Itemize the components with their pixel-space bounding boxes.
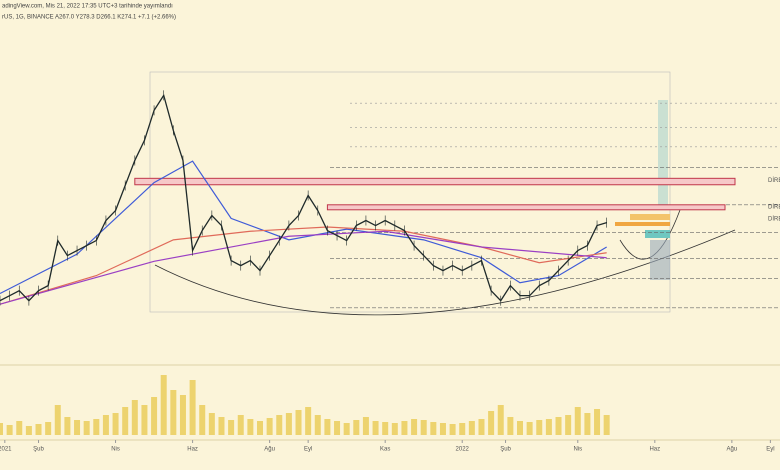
x-tick-label: Nis xyxy=(573,447,582,453)
resistance-zone xyxy=(326,204,726,211)
volume-bar xyxy=(102,415,109,435)
volume-bar xyxy=(439,423,446,435)
volume-bar xyxy=(324,419,331,435)
volume-bar xyxy=(334,421,341,435)
volume-bar xyxy=(488,411,495,435)
volume-bar xyxy=(507,417,514,435)
x-tick-label: Eyl xyxy=(304,447,312,453)
zone-label: DİRE xyxy=(768,203,780,210)
volume-bar xyxy=(25,426,32,435)
volume-bar xyxy=(295,410,302,435)
volume-bar xyxy=(208,413,215,435)
volume-bar xyxy=(93,419,100,435)
header-line1: adingView.com, Mis 21, 2022 17:35 UTC+3 … xyxy=(2,4,173,10)
volume-bar xyxy=(555,417,562,435)
volume-bar xyxy=(74,420,81,435)
volume-bar xyxy=(372,421,379,435)
x-tick-label: Haz xyxy=(649,447,660,453)
volume-bar xyxy=(45,422,52,435)
volume-bar xyxy=(276,415,283,435)
x-tick-label: Haz xyxy=(187,447,198,453)
volume-bar xyxy=(6,425,13,435)
volume-bar xyxy=(314,415,321,435)
volume-bar xyxy=(0,423,3,435)
volume-bar xyxy=(189,380,196,435)
x-tick-label: 2021 xyxy=(0,447,12,453)
resistance-zone xyxy=(134,177,736,186)
volume-bar xyxy=(391,423,398,435)
x-tick-label: Şub xyxy=(33,447,44,453)
volume-bar xyxy=(497,405,504,435)
volume-bar xyxy=(459,423,466,435)
price-line xyxy=(0,93,607,302)
volume-bar xyxy=(112,413,119,435)
volume-bar xyxy=(64,417,71,435)
profile-bar xyxy=(615,222,670,226)
profile-bar xyxy=(650,240,670,280)
volume-bar xyxy=(420,420,427,435)
volume-bar xyxy=(199,405,206,435)
zone-label: DİRE xyxy=(768,215,780,222)
volume-bar xyxy=(257,421,263,435)
volume-bar xyxy=(131,400,138,435)
volume-bar xyxy=(353,420,360,435)
volume-bar xyxy=(54,405,61,435)
volume-bar xyxy=(603,415,610,435)
volume-bar xyxy=(16,421,23,435)
volume-bar xyxy=(517,421,523,435)
volume-bar xyxy=(449,424,456,435)
volume-bar xyxy=(584,413,591,435)
volume-bar xyxy=(266,418,273,435)
volume-bar xyxy=(382,422,389,435)
x-tick-label: Şub xyxy=(500,447,511,453)
volume-bar xyxy=(141,405,148,435)
x-tick-label: Eyl xyxy=(766,447,774,453)
header-line2: rUS, 1G, BINANCE A267.0 Y278.3 D266.1 K2… xyxy=(2,15,176,21)
volume-bar xyxy=(247,419,254,435)
volume-profile xyxy=(615,100,670,280)
volume-bar xyxy=(478,419,485,435)
volume-bar xyxy=(565,415,572,435)
volume-bar xyxy=(536,420,543,435)
volume-bar xyxy=(545,419,552,435)
fib-frame xyxy=(149,71,671,313)
x-tick-label: 2022 xyxy=(456,447,470,453)
volume-bar xyxy=(574,407,581,435)
volume-bar xyxy=(170,390,177,435)
profile-bar xyxy=(658,100,668,210)
volume-bar xyxy=(401,421,408,435)
volume-bar xyxy=(430,422,437,435)
volume-bar xyxy=(35,424,42,435)
x-tick-label: Nis xyxy=(111,447,120,453)
cup-curve xyxy=(154,229,736,316)
volume-bar xyxy=(526,422,533,435)
x-tick-label: Ağu xyxy=(264,447,275,453)
profile-bar xyxy=(645,230,670,238)
volume-bar xyxy=(122,407,129,435)
volume-bar xyxy=(594,409,601,435)
x-tick-label: Ağu xyxy=(727,447,738,453)
volume-bar xyxy=(151,397,158,435)
zone-label: DİRE xyxy=(768,177,780,184)
x-tick-label: Kas xyxy=(380,447,390,453)
plot: DİRE DİRE DİRE 2021 Şub Nis Haz Ağu Eyl Kas 2022 Şu… xyxy=(0,90,780,453)
volume-bar xyxy=(468,421,475,435)
profile-bar xyxy=(630,214,670,220)
volume-bar xyxy=(218,417,225,435)
volume-bar xyxy=(362,417,369,435)
volume-bar xyxy=(179,395,186,435)
volume-bar xyxy=(237,415,244,435)
volume-bar xyxy=(160,375,167,435)
volume-bar xyxy=(305,407,312,435)
volume-bar xyxy=(228,420,235,435)
volume-bar xyxy=(83,421,90,435)
volume-bar xyxy=(411,419,418,435)
volume-bar xyxy=(285,413,292,435)
volume-bar xyxy=(343,423,350,435)
